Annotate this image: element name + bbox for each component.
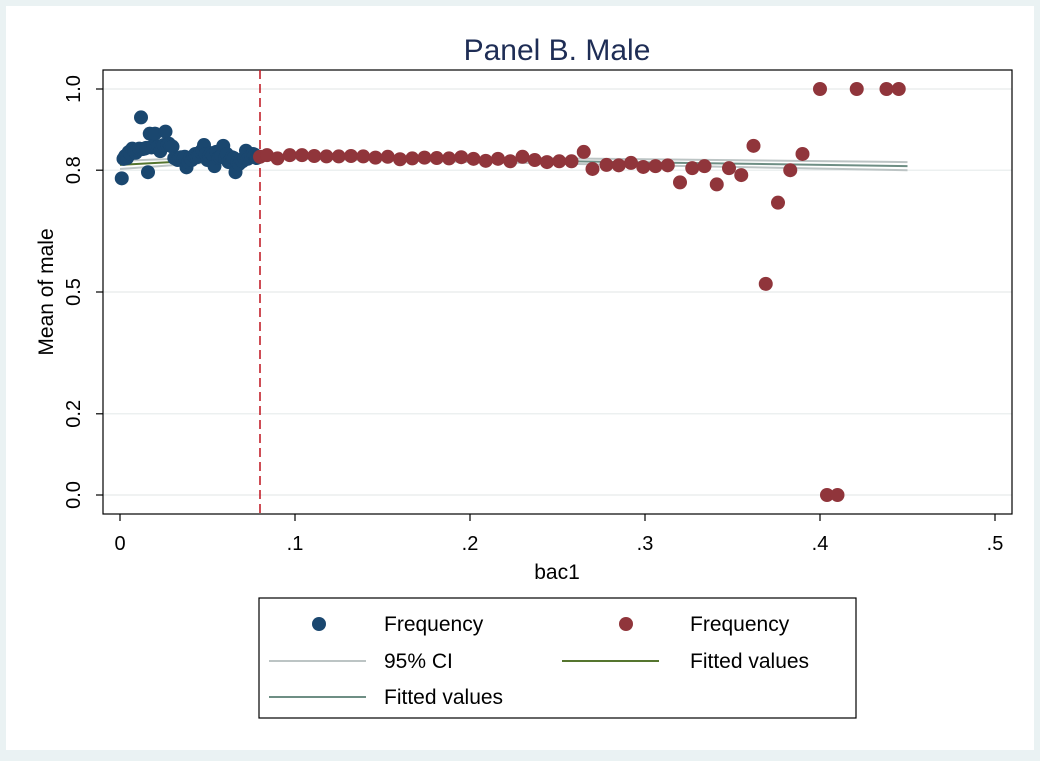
scatter-point-series-2 xyxy=(576,144,591,159)
scatter-point-series-2 xyxy=(295,148,309,163)
scatter-point-series-1 xyxy=(165,139,180,154)
scatter-point-series-2 xyxy=(849,82,864,96)
y-tick-label: 1.0 xyxy=(63,75,85,103)
scatter-point-series-2 xyxy=(795,146,810,161)
scatter-point-series-2 xyxy=(813,82,827,96)
y-axis-label: Mean of male xyxy=(35,228,58,355)
x-tick-label: 0 xyxy=(114,533,125,555)
scatter-point-series-2 xyxy=(368,150,383,165)
scatter-point-series-2 xyxy=(697,159,712,174)
legend-label: 95% CI xyxy=(384,650,453,673)
y-tick-label: 0.2 xyxy=(63,400,85,428)
legend-label: Fitted values xyxy=(384,686,503,709)
legend-label: Frequency xyxy=(690,613,790,636)
scatter-point-series-2 xyxy=(879,82,894,96)
scatter-point-series-2 xyxy=(319,149,334,164)
scatter-point-series-2 xyxy=(673,175,687,190)
x-tick-label: .2 xyxy=(462,533,479,555)
scatter-point-series-2 xyxy=(660,158,675,173)
scatter-point-series-2 xyxy=(491,151,505,166)
scatter-point-series-2 xyxy=(758,276,773,291)
scatter-point-series-2 xyxy=(417,150,432,165)
scatter-point-series-2 xyxy=(393,152,407,167)
scatter-point-series-2 xyxy=(564,154,579,169)
chart-title: Panel B. Male xyxy=(464,34,651,67)
y-tick-label: 0.0 xyxy=(63,481,85,509)
scatter-point-series-2 xyxy=(344,148,358,163)
scatter-point-series-1 xyxy=(158,124,173,139)
scatter-point-series-2 xyxy=(380,149,395,164)
scatter-point-series-2 xyxy=(527,153,542,168)
x-tick-label: .4 xyxy=(812,533,829,555)
scatter-point-series-2 xyxy=(599,157,614,172)
legend-label: Fitted values xyxy=(690,650,809,673)
scatter-point-series-2 xyxy=(585,161,600,176)
scatter-point-series-2 xyxy=(891,82,906,96)
scatter-point-series-2 xyxy=(503,154,518,169)
x-axis-label: bac1 xyxy=(534,561,580,584)
scatter-point-series-2 xyxy=(771,195,785,210)
scatter-point-series-2 xyxy=(270,151,285,166)
scatter-point-series-2 xyxy=(405,151,420,166)
scatter-point-series-2 xyxy=(552,154,567,169)
scatter-point-series-2 xyxy=(260,148,274,163)
scatter-point-series-2 xyxy=(611,158,626,173)
scatter-point-series-2 xyxy=(282,148,297,163)
scatter-points xyxy=(114,82,906,502)
x-tick-label: .5 xyxy=(987,533,1004,555)
scatter-point-series-2 xyxy=(734,168,749,183)
y-tick-label: 0.5 xyxy=(63,278,85,306)
x-axis: 0 .1 .2 .3 .4 .5 xyxy=(114,514,1003,555)
legend-label: Frequency xyxy=(384,613,484,636)
y-tick-label: 0.8 xyxy=(63,156,85,184)
scatter-point-series-2 xyxy=(830,488,845,502)
scatter-point-series-2 xyxy=(648,159,663,174)
scatter-point-series-2 xyxy=(356,149,371,164)
scatter-point-series-2 xyxy=(454,150,469,165)
x-tick-label: .3 xyxy=(637,533,654,555)
x-tick-label: .1 xyxy=(287,533,304,555)
scatter-point-series-1 xyxy=(114,171,129,186)
scatter-point-series-2 xyxy=(709,177,724,192)
scatter-point-series-2 xyxy=(331,149,346,164)
legend-marker xyxy=(619,617,633,631)
legend-marker xyxy=(312,617,326,631)
scatter-point-series-2 xyxy=(540,155,554,170)
scatter-point-series-1 xyxy=(148,126,162,141)
scatter-point-series-2 xyxy=(624,155,638,170)
scatter-point-series-1 xyxy=(134,110,148,125)
scatter-point-series-2 xyxy=(442,151,456,166)
scatter-point-series-2 xyxy=(636,159,651,174)
scatter-point-series-2 xyxy=(685,161,700,176)
scatter-point-series-2 xyxy=(307,148,322,163)
scatter-point-series-2 xyxy=(429,151,444,166)
scatter-point-series-2 xyxy=(820,488,834,502)
scatter-point-series-2 xyxy=(478,153,493,168)
scatter-point-series-2 xyxy=(783,163,798,178)
legend: Frequency Frequency 95% CI Fitted values Fit… xyxy=(258,597,857,719)
scatter-point-series-2 xyxy=(515,149,530,164)
y-axis: 0.0 0.2 0.5 0.8 1.0 xyxy=(63,75,103,509)
scatter-point-series-2 xyxy=(466,151,481,166)
scatter-point-series-2 xyxy=(722,161,736,176)
scatter-point-series-1 xyxy=(141,165,155,180)
scatter-point-series-2 xyxy=(746,138,761,153)
